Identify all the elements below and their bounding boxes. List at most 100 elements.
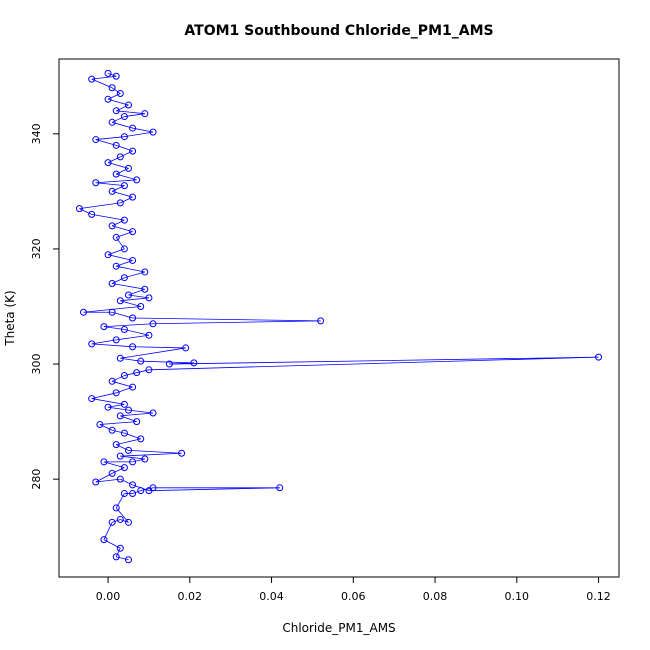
x-tick-label: 0.12 [586, 590, 611, 603]
data-point [120, 133, 128, 141]
series-line-segment [107, 98, 129, 106]
data-point [112, 336, 120, 344]
data-point [124, 556, 132, 564]
data-point [145, 487, 153, 495]
data-point [88, 210, 96, 218]
series-line-segment [95, 179, 137, 184]
series-line-segment [91, 339, 117, 345]
data-point [120, 182, 128, 190]
series-line-segment [112, 190, 133, 198]
data-point [92, 478, 100, 486]
data-point [100, 458, 108, 466]
series-line-segment [132, 490, 141, 494]
data-point [129, 256, 137, 264]
data-point [149, 409, 157, 417]
data-point [112, 141, 120, 149]
y-axis-label: Theta (K) [3, 290, 17, 346]
series-line-segment [116, 334, 149, 341]
data-point [108, 84, 116, 92]
data-point [116, 153, 124, 161]
data-point [190, 359, 198, 367]
data-point [133, 176, 141, 184]
data-point [120, 245, 128, 253]
series-line-segment [132, 458, 145, 463]
series-line-segment [112, 380, 133, 388]
series-line-segment [120, 478, 133, 486]
series-line-segment [116, 556, 129, 561]
data-point [124, 406, 132, 414]
data-point [116, 90, 124, 98]
series-line-segment [116, 167, 129, 175]
series-line-segment [107, 162, 129, 169]
data-point [108, 118, 116, 126]
series-line-segment [120, 196, 133, 204]
data-point [129, 458, 137, 466]
series-line-segment [124, 372, 137, 376]
data-point [120, 400, 128, 408]
series-line-segment [132, 346, 186, 349]
x-tick-label: 0.02 [178, 590, 203, 603]
data-point [108, 279, 116, 287]
data-point [112, 72, 120, 80]
series-line-segment [95, 136, 125, 140]
series-line-segment [116, 444, 129, 451]
series-line-segment [132, 317, 321, 322]
series-line-segment [103, 323, 154, 328]
data-point [149, 320, 157, 328]
x-tick-label: 0.06 [341, 590, 366, 603]
series-line-segment [111, 375, 125, 382]
series-line-segment [148, 356, 599, 371]
data-point [116, 199, 124, 207]
data-point [141, 455, 149, 463]
series-line-segment [115, 548, 121, 558]
data-point [80, 308, 88, 316]
y-tick-label: 340 [30, 123, 43, 144]
series-line-segment [124, 271, 145, 279]
data-point [104, 95, 112, 103]
data-point [145, 366, 153, 374]
data-point [129, 490, 137, 498]
data-point [129, 193, 137, 201]
data-point [595, 353, 603, 361]
x-tick-label: 0.08 [423, 590, 448, 603]
series-line-segment [128, 409, 154, 414]
data-point [116, 412, 124, 420]
series-line-segment [112, 519, 121, 523]
series-line-segment [116, 104, 129, 112]
data-point [141, 110, 149, 118]
data-point [124, 101, 132, 109]
data-point [100, 323, 108, 331]
data-point [145, 331, 153, 339]
x-tick-label: 0.04 [259, 590, 284, 603]
data-point [120, 216, 128, 224]
data-point [108, 377, 116, 385]
series-line-segment [116, 265, 145, 273]
y-axis: 280 300 320 340 [30, 123, 60, 490]
data-point [137, 435, 145, 443]
series-line-segment [107, 73, 117, 77]
series-line-segment [116, 438, 141, 446]
data-point [137, 487, 145, 495]
data-point [120, 326, 128, 334]
series-line-segment [120, 347, 186, 359]
series-line-segment [111, 277, 125, 284]
data-point [137, 302, 145, 310]
data-point [112, 262, 120, 270]
series-line-segment [91, 78, 113, 89]
data-point [112, 389, 120, 397]
data-point [129, 147, 137, 155]
series-line-segment [124, 329, 150, 336]
data-point [112, 170, 120, 178]
series-line-segment [120, 519, 129, 523]
series-line-segment [116, 173, 137, 181]
series-line-segment [120, 412, 154, 417]
series-line-segment [120, 297, 149, 302]
series-line-segment [107, 156, 121, 163]
data-point [178, 449, 186, 457]
data-point [92, 179, 100, 187]
series-line-segment [111, 185, 125, 192]
y-tick-label: 300 [30, 354, 43, 375]
x-axis-label: Chloride_PM1_AMS [282, 621, 395, 635]
series-line-segment [128, 449, 182, 454]
